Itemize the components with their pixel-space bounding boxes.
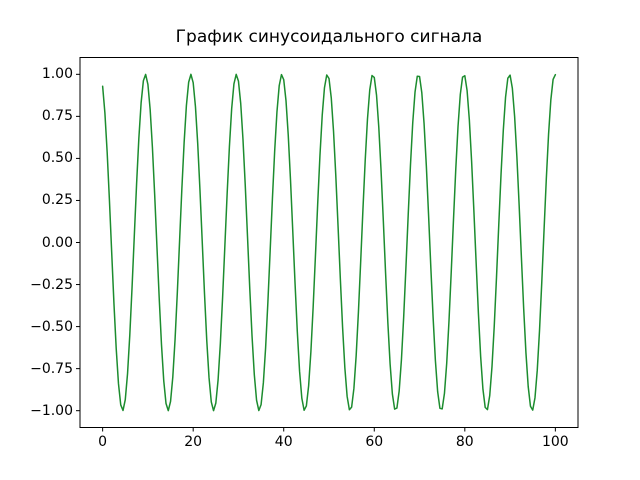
y-tick-label: 0.25 [41,192,73,209]
y-tick-label: −0.25 [30,276,73,293]
y-tick-label: 0.00 [41,234,73,251]
y-tick-label: −1.00 [30,402,73,419]
x-tick-label: 60 [365,433,384,450]
chart-title: График синусоидального сигнала [175,27,483,47]
axes-frame [79,57,579,428]
x-tick-label: 0 [98,433,108,450]
x-tick-label: 100 [541,433,569,450]
y-tick-label: 0.75 [41,108,73,125]
y-tick-label: 1.00 [41,66,73,83]
sine-curve [101,73,557,412]
y-tick-label: −0.50 [30,318,73,335]
x-tick-label: 80 [455,433,474,450]
x-tick-label: 20 [184,433,203,450]
y-tick-label: 0.50 [41,150,73,167]
y-tick-label: −0.75 [30,360,73,377]
x-tick-label: 40 [274,433,293,450]
